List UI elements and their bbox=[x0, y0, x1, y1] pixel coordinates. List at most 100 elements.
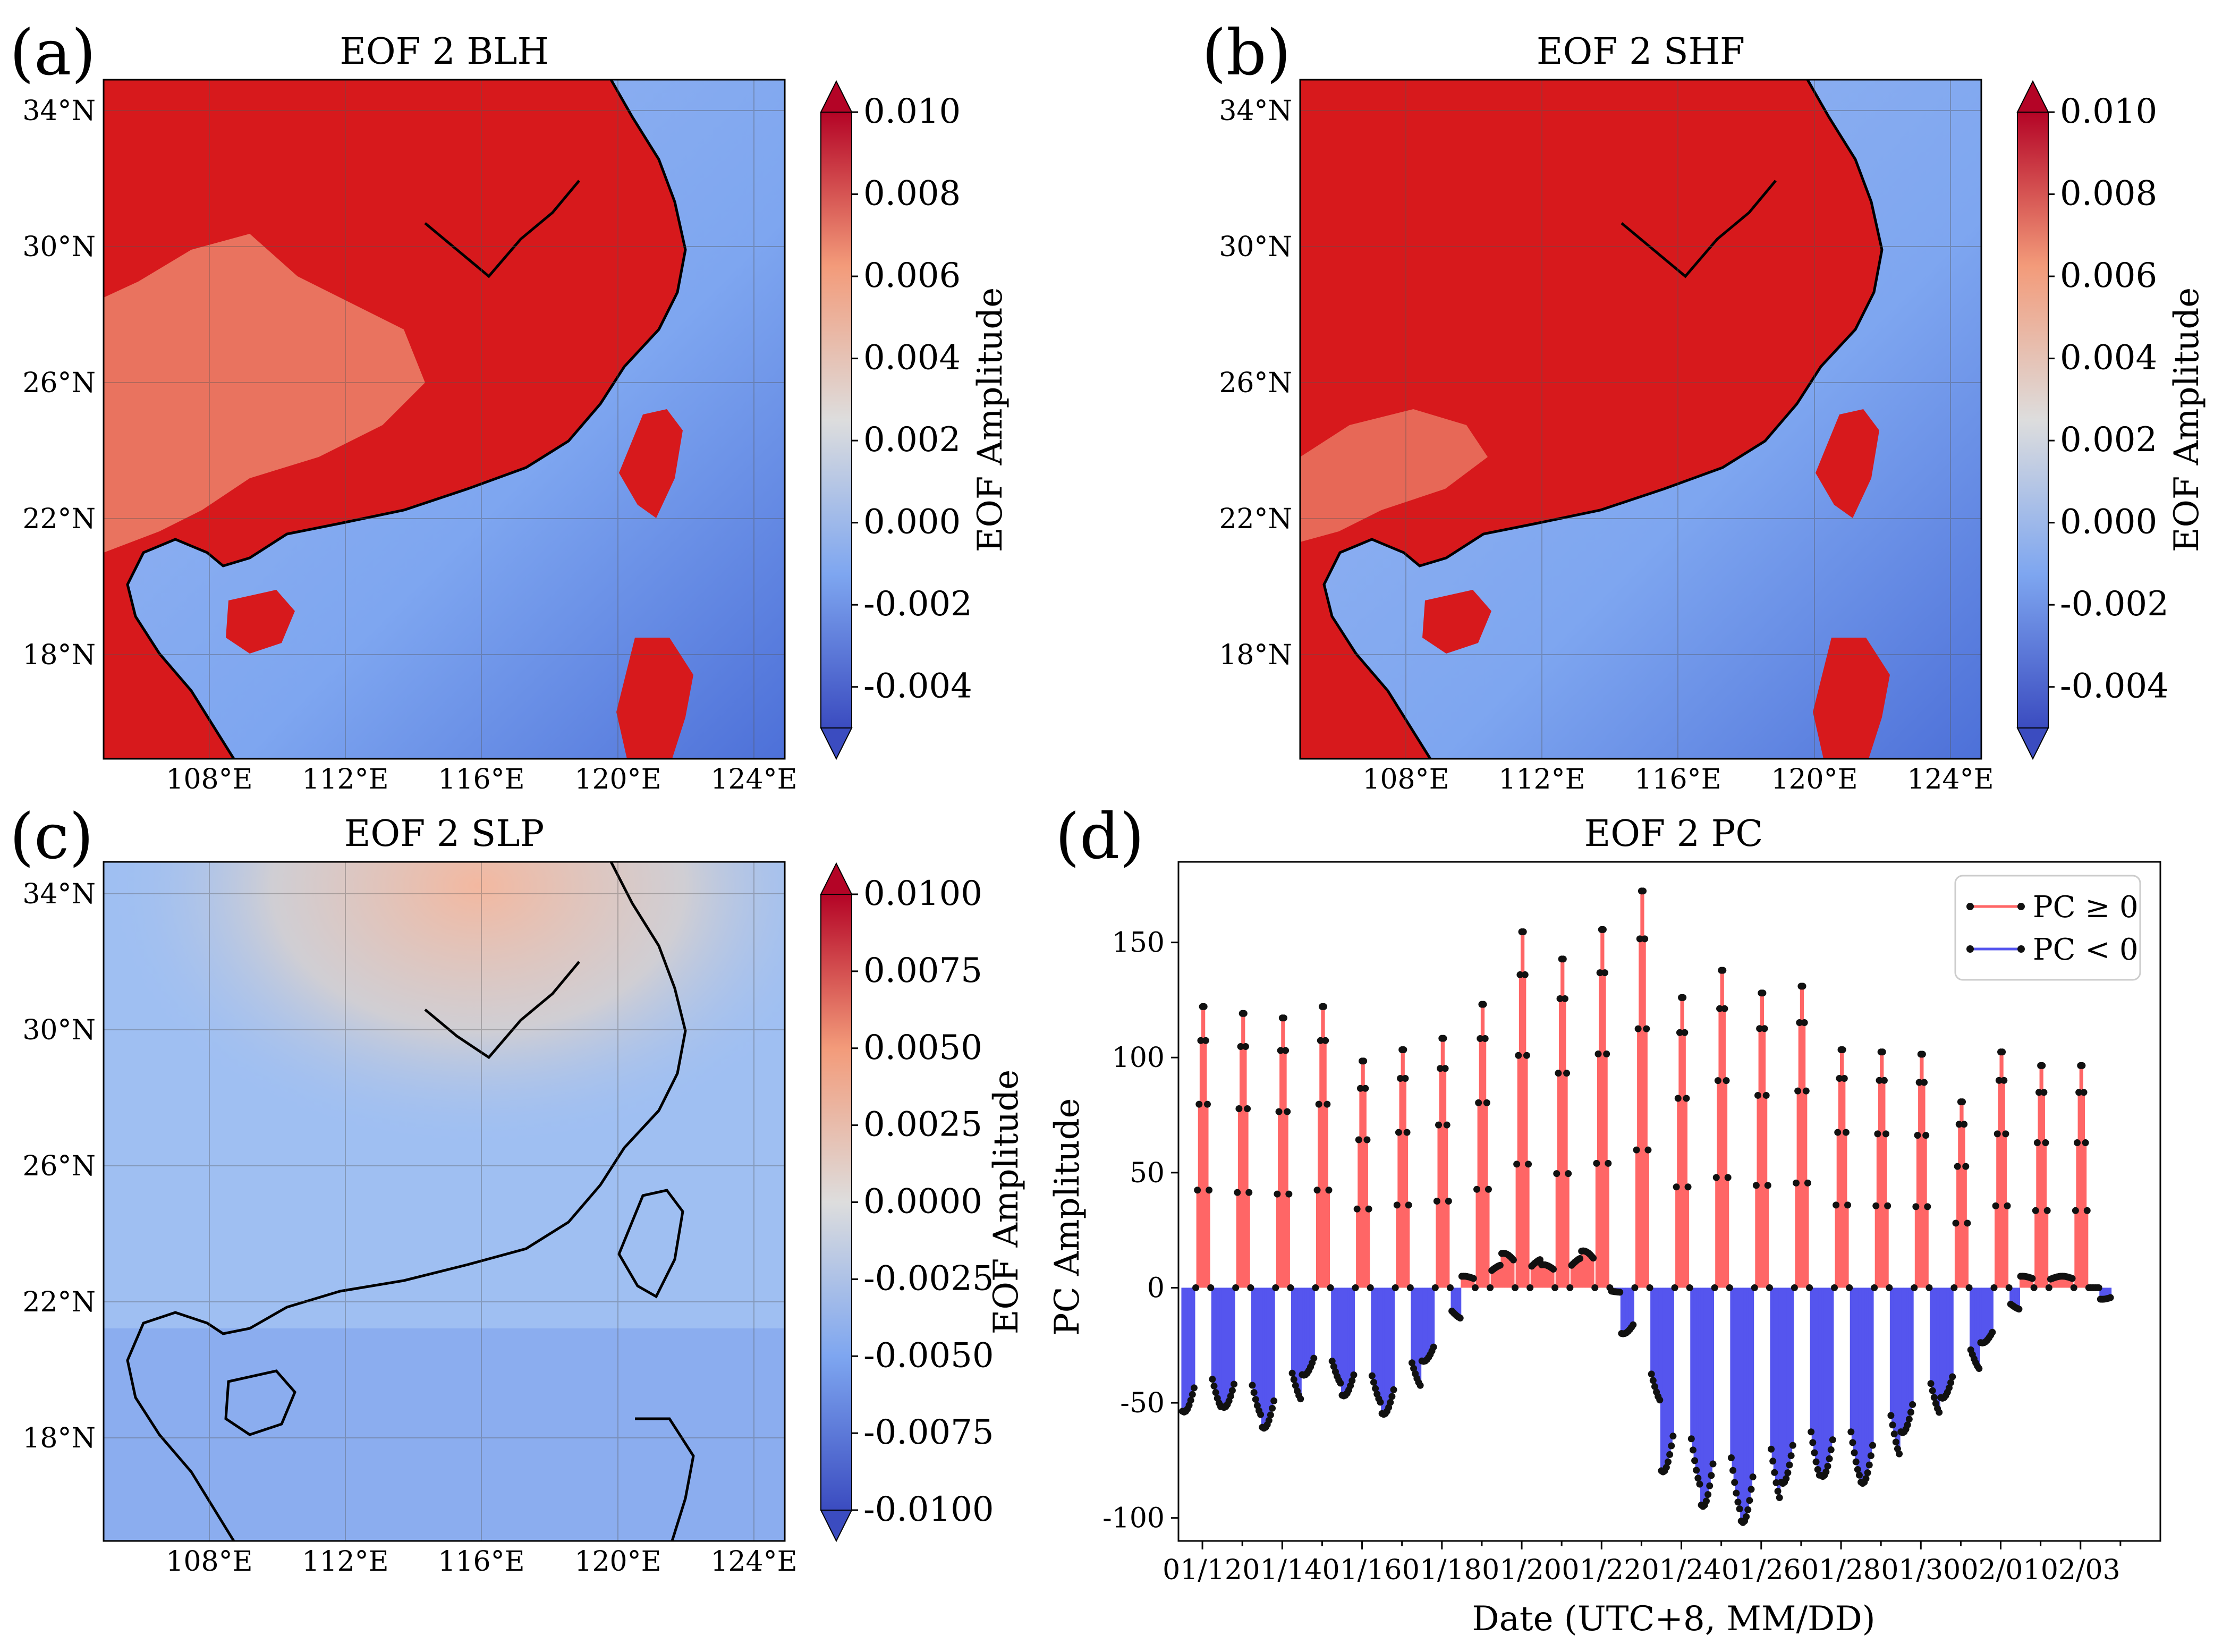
pc-bar-negative bbox=[1775, 1287, 1778, 1483]
pc-bar-negative bbox=[1336, 1287, 1338, 1377]
pc-point bbox=[1930, 1394, 1938, 1401]
pc-bar-positive bbox=[1316, 1190, 1319, 1288]
pc-point bbox=[1242, 1043, 1249, 1050]
pc-bar-negative bbox=[1901, 1287, 1904, 1433]
pc-bar-negative bbox=[1376, 1287, 1378, 1394]
pc-bar-negative bbox=[1223, 1287, 1225, 1408]
pc-bar-positive bbox=[1597, 1054, 1600, 1288]
pc-bar-negative bbox=[1261, 1287, 1263, 1428]
pc-bar-negative bbox=[2109, 1287, 2112, 1298]
pc-bar-positive bbox=[1322, 1006, 1325, 1288]
pc-bar-positive bbox=[1637, 1029, 1640, 1288]
pc-bar-negative bbox=[1421, 1287, 1423, 1361]
pc-point bbox=[1774, 1487, 1782, 1495]
pc-bar-negative bbox=[1184, 1287, 1187, 1411]
pc-bar-negative bbox=[1986, 1287, 1989, 1340]
pc-bar-positive bbox=[1600, 929, 1603, 1288]
pc-bar-positive bbox=[1530, 1266, 1533, 1288]
pc-point bbox=[1322, 1037, 1329, 1044]
pc-bar-positive bbox=[2063, 1276, 2065, 1288]
luzon-land bbox=[616, 638, 693, 759]
pc-bar-positive bbox=[1805, 1091, 1808, 1288]
pc-point bbox=[1687, 1435, 1695, 1443]
pc-bar-positive bbox=[1534, 1263, 1537, 1288]
pc-point bbox=[1693, 1467, 1700, 1474]
pc-bar-negative bbox=[1770, 1287, 1772, 1450]
pc-bar-negative bbox=[1895, 1287, 1897, 1442]
pc-bar-positive bbox=[1276, 1194, 1278, 1288]
pc-bar-positive bbox=[2004, 1133, 2007, 1288]
pc-bar-positive bbox=[1524, 975, 1526, 1288]
lat-tick: 34°N bbox=[1219, 95, 1292, 127]
pc-point bbox=[1433, 1197, 1440, 1205]
pc-bar-positive bbox=[1725, 1080, 1728, 1288]
pc-point bbox=[1791, 1284, 1798, 1291]
pc-point bbox=[1523, 1052, 1530, 1059]
pc-bar-negative bbox=[1868, 1287, 1871, 1465]
pc-bar-positive bbox=[1916, 1135, 1919, 1288]
pc-point bbox=[1445, 1197, 1452, 1205]
pc-point bbox=[1406, 1284, 1414, 1291]
pc-point bbox=[1566, 1284, 1574, 1291]
pc-point bbox=[1915, 1079, 1923, 1086]
panel-a-frame bbox=[103, 79, 786, 760]
panel-a-map bbox=[104, 80, 785, 759]
pc-bar-negative bbox=[1253, 1287, 1256, 1393]
pc-bar-negative bbox=[1863, 1287, 1865, 1482]
pc-bar-negative bbox=[1215, 1287, 1217, 1393]
pc-bar-negative bbox=[1216, 1287, 1219, 1399]
interior-lighter-land bbox=[1300, 409, 1488, 542]
pc-bar-negative bbox=[1783, 1287, 1786, 1482]
pc-bar-negative bbox=[1297, 1287, 1300, 1396]
colorbar-tick-label: 0.004 bbox=[2060, 338, 2157, 378]
pc-point bbox=[1736, 1505, 1743, 1513]
pc-bar-positive bbox=[1504, 1253, 1506, 1288]
pc-bar-positive bbox=[2082, 1092, 2085, 1288]
pc-bar-positive bbox=[1543, 1265, 1546, 1288]
pc-bar-negative bbox=[1269, 1287, 1272, 1415]
pc-point bbox=[1353, 1205, 1361, 1213]
pc-bar-positive bbox=[1838, 1078, 1840, 1288]
panel-c: (c) EOF 2 SLP 34°N 30°N 26°N 22°N 18°N 1… bbox=[10, 800, 798, 1578]
pc-bar-positive bbox=[1550, 1268, 1553, 1288]
pc-point bbox=[2000, 1077, 2008, 1084]
pc-point bbox=[1914, 1132, 1921, 1139]
pc-bar-negative bbox=[1264, 1287, 1267, 1428]
pc-point bbox=[1783, 1475, 1790, 1482]
pc-bar-negative bbox=[1742, 1287, 1744, 1523]
pc-point bbox=[2073, 1139, 2081, 1147]
pc-point bbox=[1771, 1469, 1778, 1476]
pc-bar-positive bbox=[1281, 1018, 1284, 1288]
pc-bar-positive bbox=[1570, 1265, 1573, 1288]
pc-point bbox=[1481, 1035, 1489, 1042]
pc-bar-positive bbox=[1920, 1054, 1922, 1288]
pc-point bbox=[2095, 1284, 2102, 1291]
pc-bar-positive bbox=[1574, 1262, 1576, 1288]
pc-bar-positive bbox=[1487, 1189, 1490, 1288]
pc-bar-negative bbox=[1733, 1287, 1736, 1482]
pc-point bbox=[1630, 1321, 1637, 1328]
pc-point bbox=[1631, 1284, 1639, 1291]
pc-bar-negative bbox=[1778, 1287, 1781, 1498]
pc-bar-positive bbox=[1471, 1277, 1473, 1288]
legend: PC ≥ 0 PC < 0 bbox=[1954, 875, 2141, 981]
pc-bar-positive bbox=[1923, 1082, 1925, 1288]
pc-point bbox=[1847, 1428, 1855, 1436]
colorbar-b: 0.010 0.008 0.006 0.004 0.002 0.000 -0.002 -0.0… bbox=[2016, 80, 2207, 760]
y-tick-label: -100 bbox=[1102, 1503, 1165, 1535]
pc-bar-positive bbox=[1404, 1078, 1407, 1288]
pc-bar-positive bbox=[1479, 1038, 1481, 1288]
pc-bar-negative bbox=[1889, 1287, 1892, 1416]
pc-bar-positive bbox=[1883, 1080, 1886, 1288]
colorbar-tick-label: 0.0000 bbox=[863, 1182, 982, 1222]
pc-bar-negative bbox=[1951, 1287, 1954, 1377]
pc-bar-positive bbox=[1956, 1166, 1959, 1288]
pc-point bbox=[1368, 1372, 1376, 1379]
pc-point bbox=[1363, 1136, 1371, 1143]
colorbar-body bbox=[2017, 112, 2049, 728]
pc-bar-positive bbox=[1582, 1251, 1584, 1288]
pc-point bbox=[1656, 1396, 1664, 1404]
pc-point bbox=[1437, 1065, 1444, 1072]
pc-bar-negative bbox=[2014, 1287, 2017, 1308]
pc-point bbox=[1999, 1048, 2006, 1056]
